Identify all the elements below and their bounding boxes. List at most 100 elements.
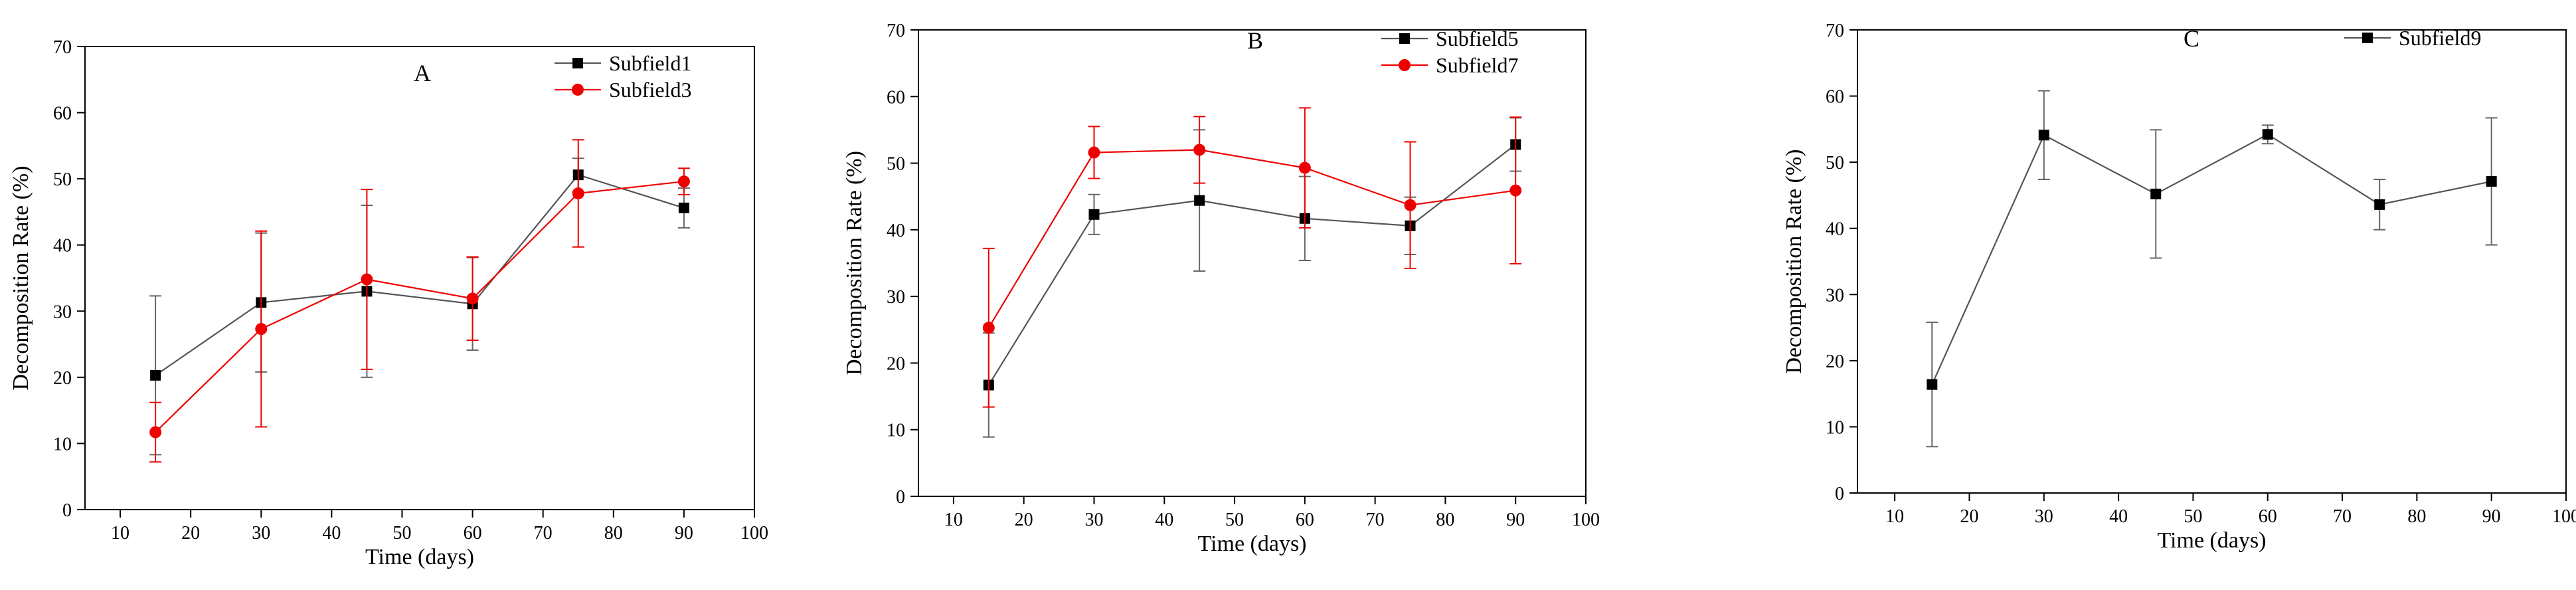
y-tick-label: 40: [1826, 219, 1844, 240]
legend-marker: [572, 58, 583, 68]
x-tick-label: 30: [1084, 510, 1103, 530]
y-tick-label: 50: [887, 154, 905, 175]
x-tick-label: 60: [1296, 510, 1314, 530]
x-tick-label: 20: [1960, 506, 1978, 527]
data-point: [2262, 129, 2273, 140]
x-tick-label: 10: [944, 510, 963, 530]
data-point: [466, 292, 479, 305]
series-line: [155, 173, 685, 376]
plot-frame: [918, 29, 1587, 497]
data-point: [255, 323, 268, 336]
data-point: [1194, 195, 1205, 206]
x-tick-label: 100: [740, 523, 768, 543]
x-tick-label: 40: [1155, 510, 1173, 530]
panel-label: C: [2184, 25, 2199, 52]
x-tick-label: 50: [1225, 510, 1244, 530]
legend-label: Subfield7: [1436, 53, 1518, 77]
y-tick-label: 70: [53, 37, 72, 58]
data-point: [677, 175, 690, 188]
chart-panel-a: 10 20 30 40 50 60 70 80 90 100 0 10 20 30 40 50 60 70 Time…: [9, 37, 768, 569]
y-tick-label: 20: [887, 353, 905, 374]
y-tick-label: 10: [887, 421, 905, 441]
legend-label: Subfield3: [609, 78, 691, 102]
legend-label: Subfield9: [2399, 26, 2481, 50]
x-tick-label: 30: [252, 523, 270, 543]
y-tick-label: 20: [1826, 351, 1844, 372]
x-tick-label: 80: [1436, 510, 1454, 530]
x-tick-label: 40: [2109, 506, 2128, 527]
x-tick-label: 90: [675, 523, 693, 543]
data-point: [1298, 161, 1311, 174]
panel-label: B: [1247, 27, 1263, 54]
y-tick-label: 60: [53, 104, 72, 124]
data-point: [1404, 199, 1417, 211]
x-tick-label: 90: [2482, 506, 2501, 527]
x-tick-label: 10: [111, 523, 129, 543]
legend-marker: [1399, 59, 1411, 71]
x-tick-label: 80: [604, 523, 623, 543]
data-point: [1509, 184, 1522, 197]
y-tick-label: 30: [53, 302, 72, 322]
legend-label: Subfield5: [1436, 27, 1518, 50]
panel-label: A: [414, 60, 431, 86]
series-subfield7: [982, 107, 1522, 408]
data-point: [361, 273, 373, 286]
data-point: [1927, 379, 1938, 390]
x-tick-label: 20: [181, 523, 200, 543]
data-point: [150, 369, 161, 381]
y-tick-label: 70: [887, 21, 905, 41]
series-line: [155, 181, 685, 433]
x-tick-label: 60: [464, 523, 482, 543]
x-tick-label: 100: [2552, 506, 2576, 527]
y-tick-label: 50: [53, 169, 72, 190]
data-point: [149, 426, 162, 439]
y-tick-label: 0: [62, 500, 72, 521]
y-tick-label: 0: [1835, 484, 1844, 504]
y-tick-label: 10: [1826, 417, 1844, 438]
data-point: [1088, 146, 1100, 159]
data-point: [2374, 199, 2385, 210]
chart-panel-c: 10 20 30 40 50 60 70 80 90 100 0 10 20 30 40 50 60 70 Time…: [1782, 21, 2576, 553]
data-point: [982, 322, 995, 334]
x-tick-label: 70: [2333, 506, 2352, 527]
y-axis-title: Decomposition Rate (%): [9, 165, 33, 390]
plot-frame: [1857, 29, 2567, 494]
y-tick-label: 30: [887, 287, 905, 308]
series-line: [987, 149, 1516, 328]
x-tick-label: 50: [392, 523, 411, 543]
data-point: [2150, 188, 2162, 199]
y-tick-label: 60: [887, 87, 905, 108]
y-tick-label: 20: [53, 368, 72, 389]
x-tick-label: 30: [2035, 506, 2053, 527]
y-tick-label: 40: [887, 221, 905, 241]
x-tick-label: 70: [1366, 510, 1385, 530]
data-point: [2486, 176, 2497, 187]
y-tick-label: 40: [53, 236, 72, 256]
x-tick-label: 80: [2407, 506, 2426, 527]
y-tick-label: 60: [1826, 87, 1844, 108]
x-tick-label: 40: [322, 523, 341, 543]
data-point: [678, 202, 689, 213]
legend-marker: [572, 84, 584, 96]
x-tick-label: 60: [2259, 506, 2277, 527]
series-subfield5: [982, 117, 1522, 438]
data-point: [572, 187, 584, 200]
chart-panel-b: 10 20 30 40 50 60 70 80 90 100 0 10 20 30 40 50 60 70 Time…: [842, 21, 1600, 556]
x-tick-label: 10: [1885, 506, 1904, 527]
y-axis-title: Decomposition Rate (%): [842, 151, 867, 375]
x-tick-label: 20: [1015, 510, 1033, 530]
legend-entry: Subfield1: [555, 51, 691, 75]
x-axis-title: Time (days): [365, 545, 474, 569]
legend-label: Subfield1: [609, 51, 691, 75]
x-tick-label: 50: [2184, 506, 2202, 527]
x-axis-title: Time (days): [1197, 532, 1306, 556]
legend-entry: Subfield5: [1381, 27, 1518, 50]
series-subfield9: [1926, 90, 2498, 448]
y-tick-label: 30: [1826, 285, 1844, 306]
data-point: [1193, 144, 1206, 156]
y-tick-label: 70: [1826, 21, 1844, 41]
y-axis-title: Decomposition Rate (%): [1782, 149, 1806, 373]
series-subfield1: [149, 157, 690, 456]
y-tick-label: 0: [896, 487, 905, 508]
